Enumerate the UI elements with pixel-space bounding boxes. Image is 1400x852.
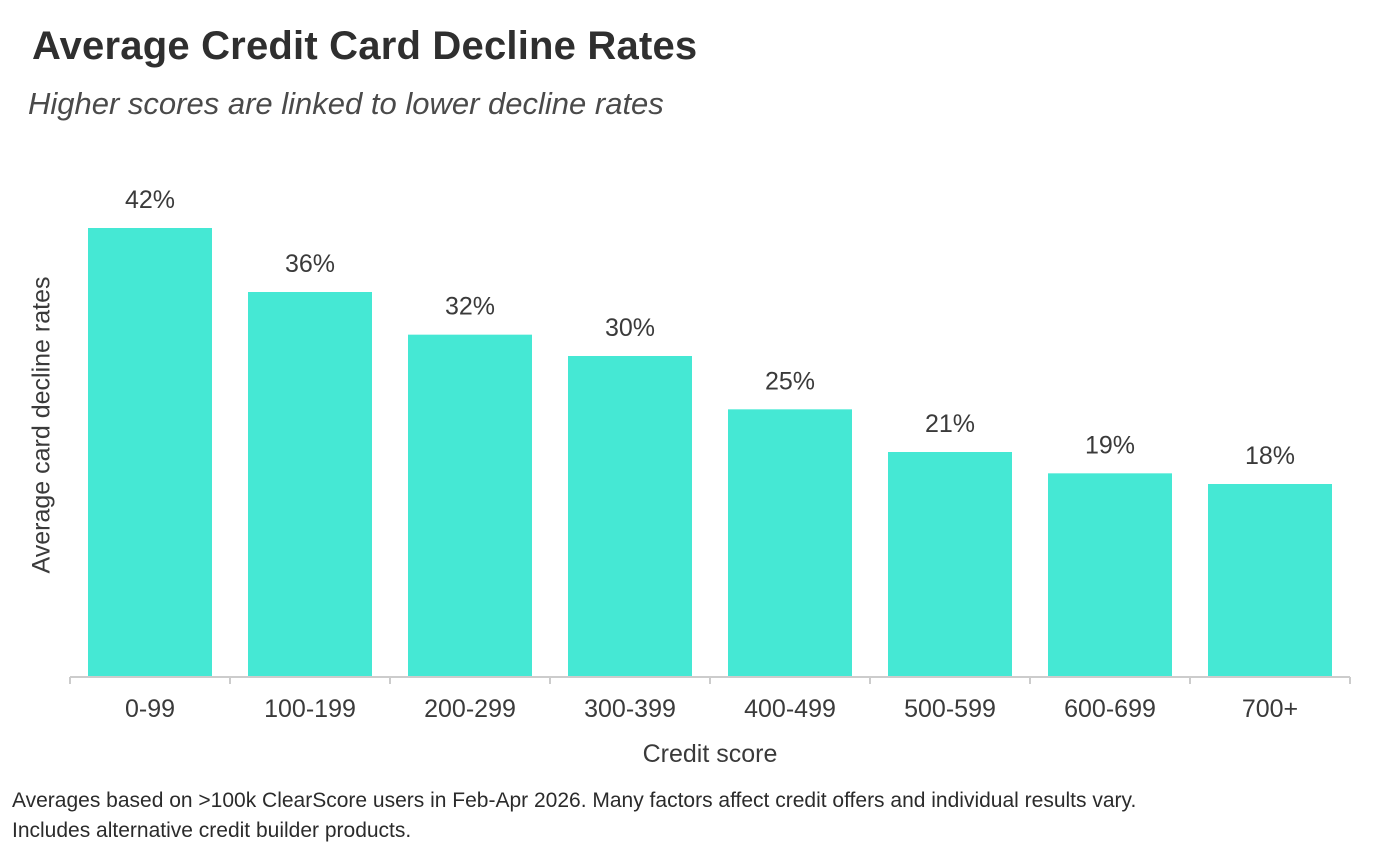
bar-0-99 bbox=[88, 228, 212, 676]
bar-700+ bbox=[1208, 484, 1332, 676]
footnote-line-2: Includes alternative credit builder prod… bbox=[12, 819, 412, 842]
footnote-line-1: Averages based on >100k ClearScore users… bbox=[12, 789, 1137, 812]
data-labels-group: 42% 36% 32% 30% 25% 21% 19% 18% bbox=[125, 186, 1295, 470]
data-label-500-599: 21% bbox=[925, 410, 975, 438]
data-label-600-699: 19% bbox=[1085, 431, 1135, 459]
chart-subtitle: Higher scores are linked to lower declin… bbox=[28, 86, 664, 121]
x-tick-label-500-599: 500-599 bbox=[904, 695, 996, 723]
x-tick-label-300-399: 300-399 bbox=[584, 695, 676, 723]
bars-group bbox=[88, 228, 1332, 676]
data-label-200-299: 32% bbox=[445, 293, 495, 321]
x-tick-label-600-699: 600-699 bbox=[1064, 695, 1156, 723]
bar-200-299 bbox=[408, 334, 532, 676]
bar-100-199 bbox=[248, 292, 372, 676]
x-axis-label: Credit score bbox=[642, 740, 778, 768]
data-label-300-399: 30% bbox=[605, 314, 655, 342]
data-label-100-199: 36% bbox=[285, 250, 335, 278]
x-tick-labels-group: 0-99 100-199 200-299 300-399 400-499 500-599 6… bbox=[125, 695, 1298, 723]
bar-500-599 bbox=[888, 452, 1012, 676]
data-label-0-99: 42% bbox=[125, 186, 175, 214]
data-label-400-499: 25% bbox=[765, 367, 815, 395]
bar-600-699 bbox=[1048, 473, 1172, 676]
x-tick-label-400-499: 400-499 bbox=[744, 695, 836, 723]
footnote: Averages based on >100k ClearScore users… bbox=[12, 786, 1136, 846]
x-axis bbox=[69, 676, 1351, 684]
bar-300-399 bbox=[568, 356, 692, 676]
chart-title: Average Credit Card Decline Rates bbox=[32, 24, 698, 68]
x-tick-label-700+: 700+ bbox=[1242, 695, 1298, 723]
x-tick-label-200-299: 200-299 bbox=[424, 695, 516, 723]
x-tick-label-100-199: 100-199 bbox=[264, 695, 356, 723]
x-tick-label-0-99: 0-99 bbox=[125, 695, 175, 723]
bar-400-499 bbox=[728, 409, 852, 676]
data-label-700+: 18% bbox=[1245, 442, 1295, 470]
y-axis-label: Average card decline rates bbox=[27, 276, 56, 574]
